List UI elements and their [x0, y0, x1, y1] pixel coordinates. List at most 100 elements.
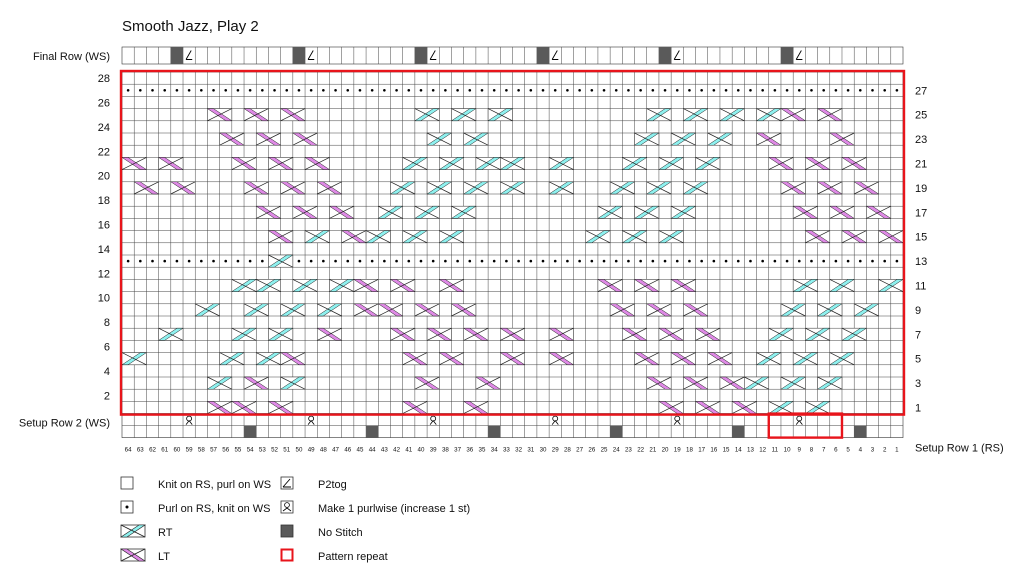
- lt-cable: [353, 279, 380, 292]
- lt-cable: [682, 376, 709, 390]
- purl-dot: [895, 89, 899, 92]
- final-row: [121, 46, 904, 65]
- left-row-number: 6: [104, 342, 110, 354]
- lt-cable: [414, 376, 441, 390]
- purl-dot: [395, 259, 398, 263]
- stitch-column-number: 35: [479, 447, 486, 454]
- rt-cable: [658, 157, 685, 170]
- stitch-column-number: 6: [834, 447, 838, 454]
- purl-dot: [590, 89, 594, 92]
- nostitch-cell: [854, 425, 867, 438]
- rt-cable: [438, 157, 465, 170]
- legend-label: Make 1 purlwise (increase 1 st): [318, 502, 471, 515]
- stitch-column-number: 63: [137, 447, 144, 454]
- left-row-number: 16: [98, 220, 110, 232]
- purl-dot: [139, 89, 142, 92]
- rt-cable: [243, 303, 270, 317]
- purl-dot: [675, 259, 679, 263]
- p2tog-symbol: [429, 50, 437, 60]
- rt-cable: [597, 205, 624, 219]
- rt-cable: [255, 352, 282, 366]
- purl-dot: [822, 259, 825, 263]
- purl-dot: [541, 259, 545, 263]
- nostitch-cell: [244, 425, 257, 438]
- purl-dot: [749, 259, 752, 263]
- rt-cable: [377, 205, 404, 219]
- purl-dot: [407, 259, 411, 263]
- purl-dot: [492, 259, 496, 263]
- lt-cable: [462, 327, 489, 341]
- legend-label: Knit on RS, purl on WS: [158, 478, 272, 491]
- lt-cable: [633, 352, 660, 366]
- purl-dot: [553, 259, 557, 263]
- purl-dot: [724, 89, 728, 92]
- purl-dot: [175, 259, 179, 263]
- purl-dot: [407, 89, 411, 92]
- stitch-column-number: 64: [125, 447, 132, 454]
- purl-dot: [785, 89, 789, 92]
- right-row-number: 27: [915, 85, 927, 97]
- stitch-column-number: 28: [564, 447, 571, 454]
- lt-cable: [816, 108, 843, 122]
- right-row-number: 23: [915, 134, 927, 146]
- stitch-column-number: 58: [198, 447, 205, 454]
- purl-dot: [529, 89, 533, 92]
- right-row-number: 19: [915, 183, 927, 195]
- rt-cable: [230, 327, 258, 341]
- purl-dot: [163, 259, 167, 263]
- lt-cable: [438, 352, 465, 366]
- stitch-column-number: 57: [210, 447, 217, 454]
- purl-dot: [383, 259, 386, 263]
- lt-cable: [414, 303, 441, 317]
- rt-icon: [120, 524, 158, 541]
- stitch-column-number: 50: [296, 447, 303, 454]
- rt-cable: [755, 108, 782, 122]
- pattern-repeat-main: [119, 69, 906, 416]
- purl-dot: [541, 89, 545, 92]
- stitch-column-number: 3: [871, 447, 875, 454]
- rt-cable: [609, 181, 636, 195]
- rt-cable: [645, 181, 672, 195]
- purl-dot: [761, 259, 764, 263]
- cable-symbols: [121, 108, 904, 414]
- lt-cable: [645, 303, 672, 317]
- setup-row-1-label: Setup Row 1 (RS): [915, 443, 1004, 455]
- nostitch-cell: [414, 47, 428, 64]
- stitch-column-number: 16: [710, 447, 717, 454]
- lt-cable: [243, 108, 270, 122]
- purl-dot: [126, 259, 130, 263]
- stitch-column-number: 2: [883, 447, 887, 454]
- stitch-column-number: 22: [637, 447, 644, 454]
- purl-dot: [736, 89, 740, 92]
- right-row-number: 7: [915, 329, 921, 341]
- purl-dot: [248, 259, 252, 263]
- lt-cable: [401, 352, 428, 366]
- legend-item-lt: LT: [120, 548, 170, 565]
- stitch-column-number: 14: [735, 447, 742, 454]
- rt-cable: [645, 108, 672, 122]
- stitch-column-number: 31: [527, 447, 534, 454]
- rt-cable: [304, 230, 331, 244]
- rt-cable: [426, 181, 453, 195]
- rt-cable: [475, 157, 502, 170]
- rt-cable: [450, 108, 477, 122]
- lt-cable: [206, 108, 233, 122]
- rt-cable: [548, 157, 575, 170]
- stitch-column-number: 21: [649, 447, 656, 454]
- purl-dot: [322, 89, 325, 92]
- nostitch-cell: [488, 425, 501, 438]
- stitch-column-number: 47: [332, 447, 339, 454]
- purl-dot: [871, 89, 874, 92]
- p2tog-symbol: [551, 50, 559, 60]
- legend-label: No Stitch: [318, 526, 363, 539]
- lt-cable: [682, 303, 709, 317]
- lt-cable: [841, 230, 868, 244]
- purl-dot: [590, 259, 594, 263]
- rt-cable: [780, 303, 807, 317]
- lt-cable: [841, 157, 868, 170]
- purl-dot: [261, 259, 264, 263]
- lt-cable: [853, 181, 880, 195]
- stitch-column-number: 44: [369, 447, 376, 454]
- purl-dot: [724, 259, 728, 263]
- purl-dot: [346, 89, 350, 92]
